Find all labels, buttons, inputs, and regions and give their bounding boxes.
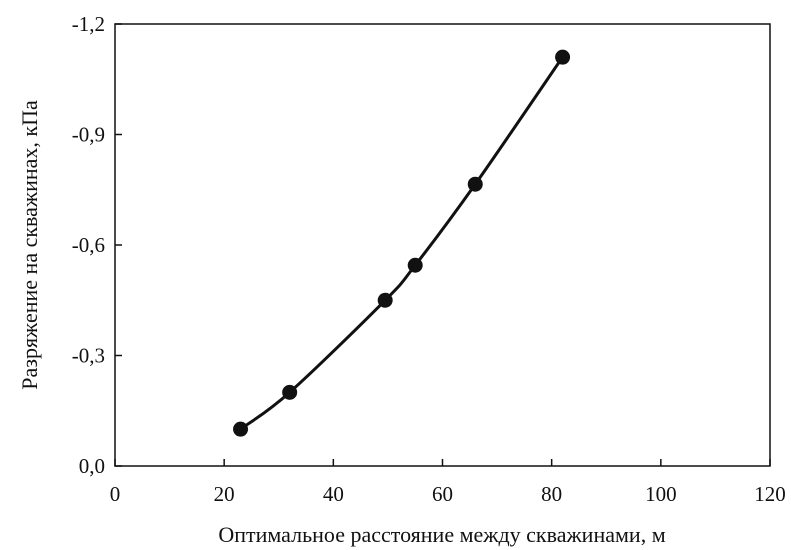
data-point [233,421,249,437]
y-tick-label: -0,6 [72,233,105,257]
y-tick-label: -0,3 [72,344,105,368]
y-tick-label: 0,0 [79,454,105,478]
y-axis-label: Разряжение на скважинах, кПа [17,100,42,390]
x-axis-ticks: 0 20 40 60 80 100 120 [110,459,786,506]
x-tick-label: 0 [110,482,121,506]
x-axis-label: Оптимальное расстояние между скважинами,… [218,522,665,547]
data-points [233,49,571,437]
data-point [467,176,483,192]
data-point [555,49,571,65]
x-tick-label: 60 [432,482,453,506]
data-point [377,292,393,308]
data-point [282,384,298,400]
x-tick-label: 20 [214,482,235,506]
x-tick-label: 100 [645,482,677,506]
data-point [407,257,423,273]
y-tick-label: -1,2 [72,12,105,36]
x-tick-label: 80 [541,482,562,506]
x-tick-label: 120 [754,482,786,506]
y-axis-ticks: 0,0 -0,3 -0,6 -0,9 -1,2 [72,12,122,478]
x-tick-label: 40 [323,482,344,506]
plot-area [114,23,771,467]
y-tick-label: -0,9 [72,123,105,147]
